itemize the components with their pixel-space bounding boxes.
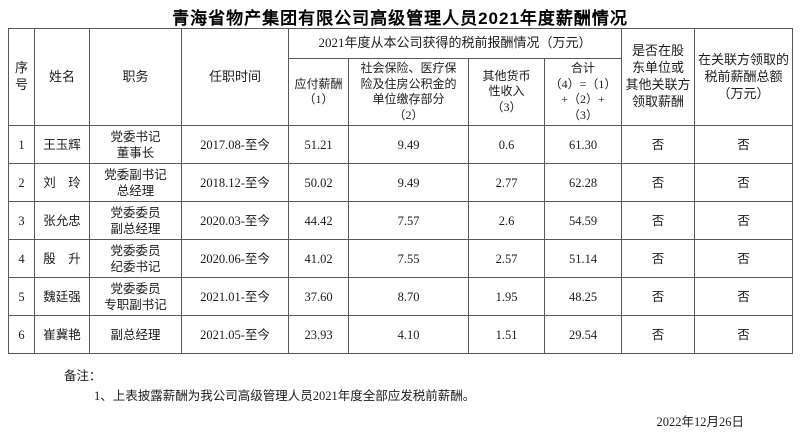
cell-other-income: 1.95 — [468, 277, 545, 317]
cell-position: 党委书记 董事长 — [89, 125, 182, 165]
cell-salary-due: 37.60 — [288, 277, 349, 317]
cell-seq: 2 — [8, 163, 35, 203]
table-row: 2 刘 玲 党委副书记 总经理 2018.12-至今 50.02 9.49 2.… — [8, 163, 794, 203]
cell-related-amount: 否 — [694, 201, 794, 241]
cell-tenure: 2018.12-至今 — [181, 163, 289, 203]
cell-tenure: 2020.06-至今 — [181, 239, 289, 279]
cell-related-pay: 否 — [621, 125, 696, 165]
document-date: 2022年12月26日 — [656, 415, 744, 429]
cell-total: 29.54 — [543, 315, 623, 355]
cell-insurance: 7.57 — [348, 201, 469, 241]
cell-tenure: 2021.05-至今 — [181, 315, 289, 355]
cell-salary-due: 50.02 — [288, 163, 349, 203]
cell-insurance: 4.10 — [348, 315, 469, 355]
cell-related-amount: 否 — [694, 315, 794, 355]
header-insurance: 社会保险、医疗保 险及住房公积金的 单位缴存部分 （2） — [348, 57, 469, 127]
cell-tenure: 2020.03-至今 — [181, 201, 289, 241]
cell-seq: 1 — [8, 125, 35, 165]
cell-related-amount: 否 — [694, 163, 794, 203]
cell-other-income: 2.57 — [468, 239, 545, 279]
cell-total: 61.30 — [543, 125, 623, 165]
cell-salary-due: 41.02 — [288, 239, 349, 279]
cell-seq: 6 — [8, 315, 35, 355]
header-related-amount: 在关联方领取的 税前薪酬总额 （万元） — [694, 27, 794, 127]
header-position: 职务 — [89, 27, 182, 127]
table-row: 3 张允忠 党委委员 副总经理 2020.03-至今 44.42 7.57 2.… — [8, 201, 794, 241]
cell-total: 54.59 — [543, 201, 623, 241]
cell-position: 党委委员 纪委书记 — [89, 239, 182, 279]
cell-position: 党委副书记 总经理 — [89, 163, 182, 203]
cell-related-pay: 否 — [621, 163, 696, 203]
header-tenure: 任职时间 — [181, 27, 289, 127]
cell-insurance: 7.55 — [348, 239, 469, 279]
table-row: 5 魏廷强 党委委员 专职副书记 2021.01-至今 37.60 8.70 1… — [8, 277, 794, 317]
cell-name: 张允忠 — [34, 201, 90, 241]
header-name: 姓名 — [34, 27, 90, 127]
cell-related-pay: 否 — [621, 315, 696, 355]
cell-name: 殷 升 — [34, 239, 90, 279]
cell-related-amount: 否 — [694, 125, 794, 165]
cell-salary-due: 44.42 — [288, 201, 349, 241]
cell-related-amount: 否 — [694, 239, 794, 279]
cell-tenure: 2017.08-至今 — [181, 125, 289, 165]
cell-other-income: 2.77 — [468, 163, 545, 203]
cell-total: 62.28 — [543, 163, 623, 203]
page-title: 青海省物产集团有限公司高级管理人员2021年度薪酬情况 — [172, 9, 628, 28]
notes: 备注： 1、上表披露薪酬为我公司高级管理人员2021年度全部应发税前薪酬。 — [64, 366, 475, 406]
note-item-1: 1、上表披露薪酬为我公司高级管理人员2021年度全部应发税前薪酬。 — [94, 389, 476, 403]
cell-position: 党委委员 专职副书记 — [89, 277, 182, 317]
cell-total: 51.14 — [543, 239, 623, 279]
header-total: 合计 （4）=（1） +（2）+ （3） — [543, 57, 623, 127]
header-other-income: 其他货币 性收入 （3） — [468, 57, 545, 127]
cell-seq: 3 — [8, 201, 35, 241]
cell-related-pay: 否 — [621, 201, 696, 241]
cell-other-income: 1.51 — [468, 315, 545, 355]
cell-position: 副总经理 — [89, 315, 182, 355]
cell-seq: 5 — [8, 277, 35, 317]
header-group: 2021年度从本公司获得的税前报酬情况（万元） — [287, 28, 623, 59]
table-row: 4 殷 升 党委委员 纪委书记 2020.06-至今 41.02 7.55 2.… — [8, 239, 794, 279]
cell-insurance: 9.49 — [348, 125, 469, 165]
cell-related-pay: 否 — [621, 239, 696, 279]
salary-table: 序 号 姓名 职务 任职时间 2021年度从本公司获得的税前报酬情况（万元） 是… — [8, 27, 794, 355]
notes-label: 备注： — [64, 369, 102, 383]
cell-name: 魏廷强 — [34, 277, 90, 317]
cell-other-income: 0.6 — [468, 125, 545, 165]
cell-seq: 4 — [8, 239, 35, 279]
table-row: 1 王玉辉 党委书记 董事长 2017.08-至今 51.21 9.49 0.6… — [8, 125, 794, 165]
cell-salary-due: 23.93 — [288, 315, 349, 355]
cell-tenure: 2021.01-至今 — [181, 277, 289, 317]
header-seq: 序 号 — [8, 27, 35, 127]
cell-insurance: 8.70 — [348, 277, 469, 317]
cell-position: 党委委员 副总经理 — [89, 201, 182, 241]
cell-name: 刘 玲 — [34, 163, 90, 203]
header-related-pay: 是否在股 东单位或 其他关联方 领取薪酬 — [621, 27, 696, 127]
cell-name: 王玉辉 — [34, 125, 90, 165]
cell-related-pay: 否 — [621, 277, 696, 317]
cell-name: 崔冀艳 — [34, 315, 90, 355]
header-salary-due: 应付薪酬 （1） — [288, 57, 349, 127]
cell-related-amount: 否 — [694, 277, 794, 317]
cell-salary-due: 51.21 — [288, 125, 349, 165]
cell-total: 48.25 — [543, 277, 623, 317]
cell-other-income: 2.6 — [468, 201, 545, 241]
table-row: 6 崔冀艳 副总经理 2021.05-至今 23.93 4.10 1.51 29… — [8, 315, 794, 355]
cell-insurance: 9.49 — [348, 163, 469, 203]
